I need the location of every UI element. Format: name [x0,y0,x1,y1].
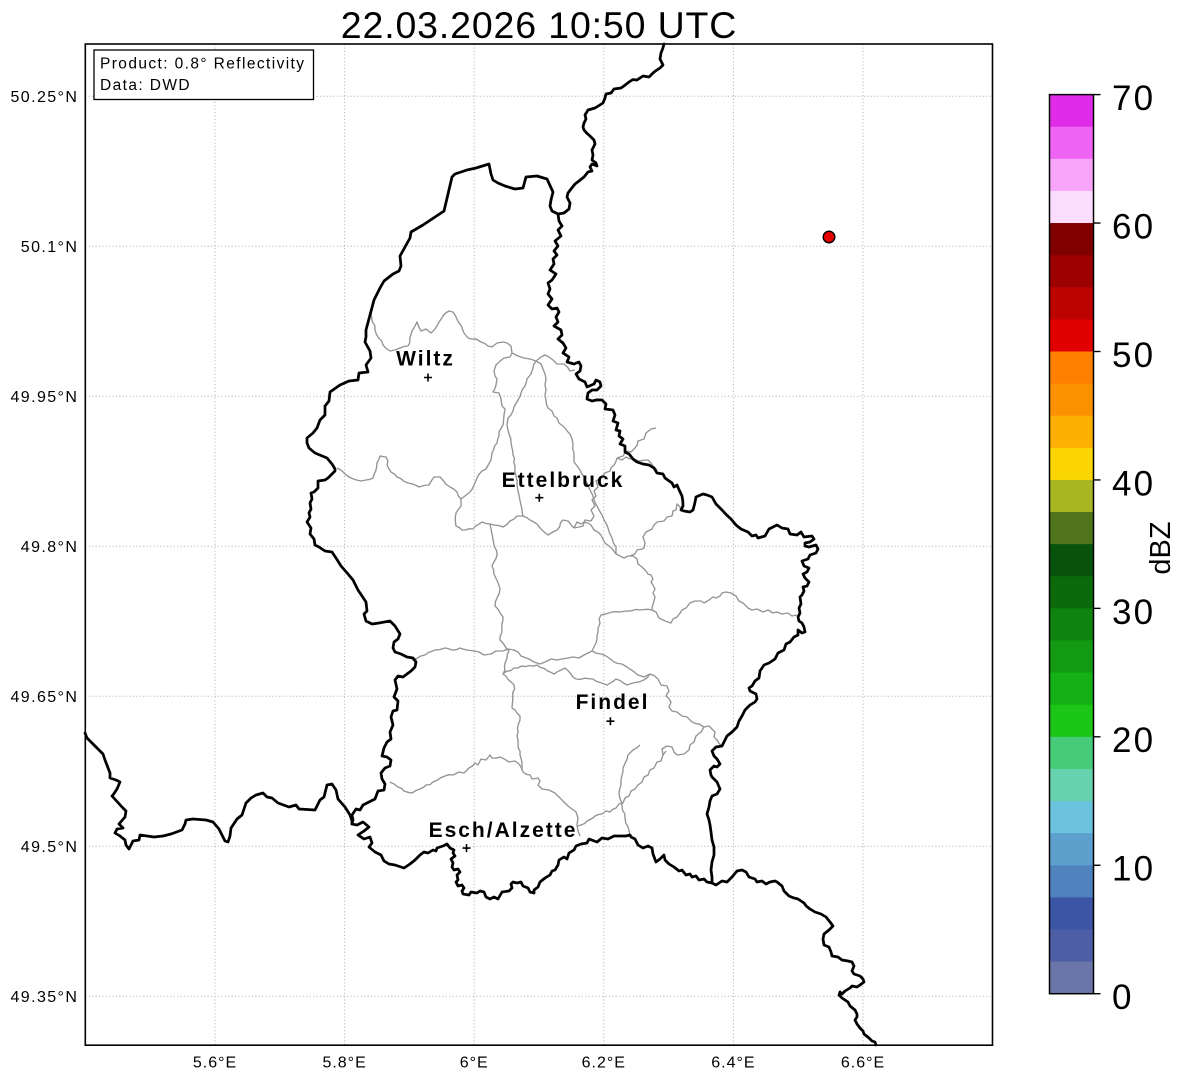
svg-text:30: 30 [1112,593,1155,632]
svg-text:6.6°E: 6.6°E [841,1055,885,1072]
svg-text:70: 70 [1112,79,1155,118]
svg-text:20: 20 [1112,721,1155,760]
svg-text:49.95°N: 49.95°N [11,389,79,406]
svg-text:5.6°E: 5.6°E [193,1055,237,1072]
svg-text:0: 0 [1112,978,1134,1017]
svg-text:6.2°E: 6.2°E [582,1055,626,1072]
svg-text:5.8°E: 5.8°E [322,1055,366,1072]
svg-text:dBZ: dBZ [1145,521,1177,574]
svg-text:50.1°N: 50.1°N [21,239,79,256]
svg-text:49.8°N: 49.8°N [21,539,79,556]
svg-text:Data: DWD: Data: DWD [100,77,191,94]
svg-text:22.03.2026 10:50 UTC: 22.03.2026 10:50 UTC [341,4,737,46]
svg-text:10: 10 [1112,850,1155,889]
svg-text:Wiltz: Wiltz [396,348,455,371]
svg-text:50: 50 [1112,336,1155,375]
svg-text:Esch/Alzette: Esch/Alzette [429,819,578,842]
svg-text:Findel: Findel [576,691,650,714]
svg-text:Product: 0.8° Reflectivity: Product: 0.8° Reflectivity [100,56,305,73]
svg-text:49.35°N: 49.35°N [11,989,79,1006]
svg-text:40: 40 [1112,464,1155,503]
svg-text:6.4°E: 6.4°E [711,1055,755,1072]
svg-text:49.5°N: 49.5°N [21,839,79,856]
svg-text:6°E: 6°E [460,1055,489,1072]
svg-text:49.65°N: 49.65°N [11,689,79,706]
svg-text:Ettelbruck: Ettelbruck [502,469,625,492]
svg-text:50.25°N: 50.25°N [11,89,79,106]
svg-text:60: 60 [1112,207,1155,246]
